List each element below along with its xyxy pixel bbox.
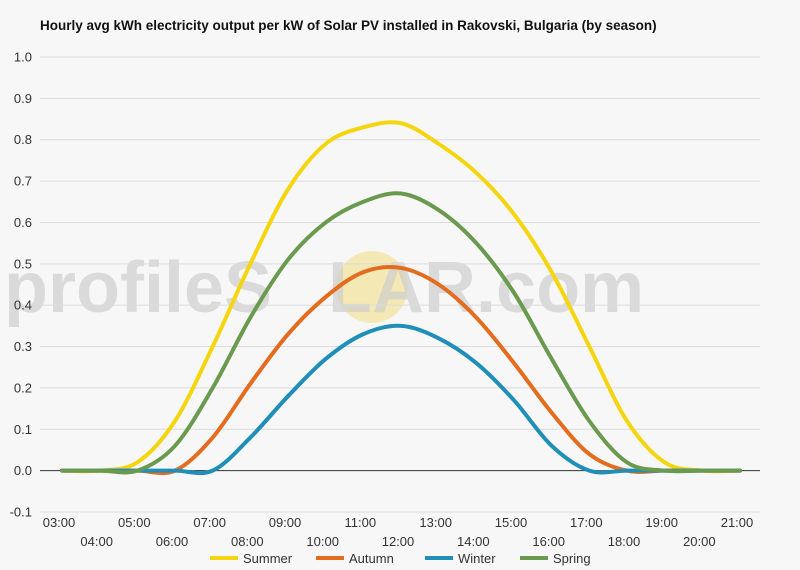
x-tick-label: 20:00 — [683, 534, 716, 549]
y-tick-label: -0.1 — [10, 505, 32, 520]
watermark-suffix: LAR.com — [328, 248, 644, 328]
x-tick-label: 04:00 — [80, 534, 113, 549]
y-tick-label: 0.2 — [14, 380, 32, 395]
legend-label-autumn: Autumn — [349, 551, 394, 566]
watermark: profileSOLAR.com — [4, 248, 644, 328]
y-tick-label: 0.8 — [14, 132, 32, 147]
x-tick-label: 15:00 — [495, 515, 528, 530]
legend-label-winter: Winter — [458, 551, 496, 566]
watermark-text: profileSOLAR.com — [4, 248, 644, 328]
x-tick-label: 21:00 — [721, 515, 754, 530]
x-tick-label: 08:00 — [231, 534, 264, 549]
y-tick-label: 0.0 — [14, 463, 32, 478]
x-tick-label: 05:00 — [118, 515, 151, 530]
x-tick-label: 13:00 — [419, 515, 452, 530]
y-tick-label: 0.1 — [14, 422, 32, 437]
watermark-sun: O — [272, 248, 328, 328]
y-tick-label: 0.9 — [14, 91, 32, 106]
x-tick-label: 16:00 — [532, 534, 565, 549]
x-tick-label: 07:00 — [193, 515, 226, 530]
y-tick-label: 0.7 — [14, 174, 32, 189]
x-axis-ticks: 03:00 04:00 05:00 06:00 07:00 08:00 09:00 10:00… — [43, 515, 754, 549]
series-line-spring — [60, 191, 742, 475]
y-tick-label: 0.4 — [14, 298, 32, 313]
legend-label-summer: Summer — [243, 551, 293, 566]
y-tick-label: 1.0 — [14, 50, 32, 65]
y-tick-label: 0.3 — [14, 339, 32, 354]
series-line-summer — [60, 120, 742, 474]
x-tick-label: 19:00 — [645, 515, 678, 530]
x-tick-label: 03:00 — [43, 515, 76, 530]
x-tick-label: 14:00 — [457, 534, 490, 549]
x-tick-label: 17:00 — [570, 515, 603, 530]
x-tick-label: 11:00 — [345, 515, 377, 530]
x-tick-label: 09:00 — [269, 515, 302, 530]
y-tick-label: 0.5 — [14, 256, 32, 271]
watermark-prefix: profileS — [4, 248, 272, 328]
x-tick-label: 12:00 — [382, 534, 415, 549]
series-lines — [60, 120, 742, 476]
x-tick-label: 18:00 — [608, 534, 641, 549]
chart-title: Hourly avg kWh electricity output per kW… — [40, 18, 657, 33]
series-line-winter — [60, 323, 742, 476]
x-tick-label: 10:00 — [306, 534, 339, 549]
legend-label-spring: Spring — [553, 551, 591, 566]
x-tick-label: 06:00 — [156, 534, 189, 549]
legend: Summer Autumn Winter Spring — [210, 551, 591, 566]
y-tick-label: 0.6 — [14, 215, 32, 230]
y-axis-ticks: -0.1 0.0 0.1 0.2 0.3 0.4 0.5 0.6 0.7 0.8 0.9 1.0 — [10, 50, 32, 520]
